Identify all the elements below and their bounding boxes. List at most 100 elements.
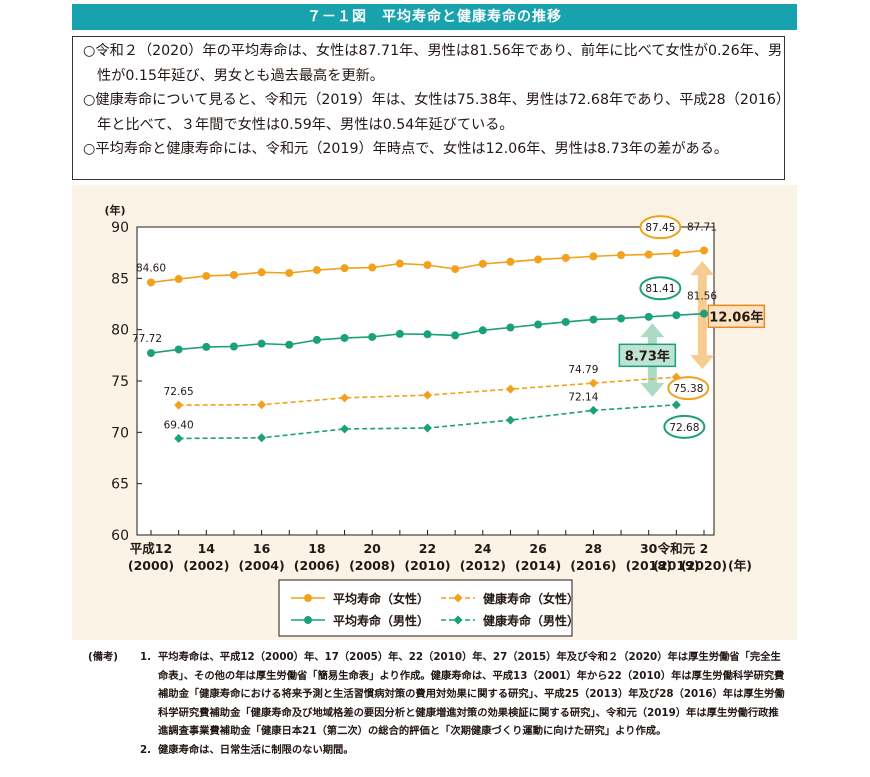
data-point (257, 339, 266, 348)
x-tick-year-label: (2000) (128, 558, 174, 573)
x-tick-label: 28 (585, 541, 602, 556)
data-point (451, 331, 460, 340)
notes-head: (備考) (88, 651, 119, 663)
note-number: 1. (140, 651, 152, 663)
x-tick-year-label: (2018) (626, 558, 672, 573)
data-point (395, 259, 404, 268)
data-point (671, 400, 681, 410)
note-text: 健康寿命は、日常生活に制限のない期間。 (158, 743, 354, 756)
legend-label: 健康寿命（男性） (483, 613, 579, 628)
data-point (285, 268, 294, 277)
data-label-circle (639, 215, 682, 240)
note-text: 平均寿命は、平成12（2000）年、17（2005）年、22（2010）年、27… (158, 651, 785, 737)
data-point (229, 342, 238, 351)
data-label: 69.40 (164, 419, 194, 431)
data-label: 87.45 (645, 222, 675, 234)
x-tick-year-label: (2014) (515, 558, 561, 573)
gap-label-box (618, 343, 677, 368)
data-point (312, 266, 321, 275)
data-point (478, 259, 487, 268)
x-tick-year-label: (2016) (570, 558, 616, 573)
data-point (644, 250, 653, 259)
x-tick-year-label: (2006) (294, 558, 340, 573)
data-point (257, 268, 266, 277)
data-label-circle (639, 276, 682, 301)
summary-item: ○健康寿命について見ると、令和元（2019）年は、女性は75.38年、男性は72… (83, 92, 784, 133)
x-tick-label: 令和元 (657, 541, 696, 556)
data-point (534, 320, 543, 329)
data-point (505, 415, 515, 425)
data-point (174, 275, 183, 284)
data-point (672, 249, 681, 258)
data-point (561, 317, 570, 326)
legend-label: 平均寿命（女性） (333, 591, 429, 606)
data-point (700, 309, 708, 318)
data-point (588, 405, 598, 415)
legend-marker (304, 616, 312, 624)
y-tick-label: 65 (111, 477, 129, 493)
data-label: 87.71 (687, 222, 717, 234)
x-tick-label: 20 (363, 541, 381, 556)
data-point (561, 253, 570, 262)
y-tick-label: 60 (111, 528, 129, 544)
legend-marker (304, 594, 312, 602)
figure-title: ７－１図 平均寿命と健康寿命の推移 (72, 4, 797, 30)
data-point (644, 312, 653, 321)
x-tick-label: 2 (700, 541, 709, 556)
data-point (368, 263, 377, 272)
x-tick-label: 14 (198, 541, 216, 556)
data-point (423, 260, 432, 269)
data-label-circle (667, 376, 710, 401)
legend-marker (453, 615, 463, 625)
x-tick-label: 22 (419, 541, 436, 556)
x-tick-label: 24 (474, 541, 492, 556)
x-tick-year-label: (2010) (404, 558, 450, 573)
data-label: 84.60 (136, 262, 166, 274)
notes: (備考) 1. 平均寿命は、平成12（2000）年、17（2005）年、22（2… (88, 648, 788, 759)
x-tick-label: 26 (529, 541, 547, 556)
data-label: 72.65 (164, 386, 194, 398)
data-point (202, 342, 211, 351)
data-point (478, 326, 487, 335)
gap-label-box (707, 304, 766, 329)
data-label: 81.56 (687, 291, 717, 303)
data-point (617, 251, 626, 260)
x-tick-label: 平成12 (130, 541, 172, 556)
data-label: 81.41 (645, 283, 675, 295)
y-tick-label: 70 (111, 425, 129, 441)
data-point (395, 329, 404, 338)
data-point (229, 270, 238, 279)
data-point (505, 384, 515, 394)
x-tick-label: 30 (640, 541, 658, 556)
x-axis-unit: (年) (728, 558, 752, 573)
summary-item: ○令和２（2020）年の平均寿命は、女性は87.71年、男性は81.56年であり… (83, 43, 783, 84)
data-point (340, 424, 350, 434)
data-point (202, 271, 211, 280)
data-point (700, 246, 708, 255)
gap-label: 8.73年 (625, 348, 670, 364)
chart-area: 60 65 70 75 80 85 90 (年) 平成12 (2000) 14 (2002) 16 (20… (72, 185, 797, 640)
legend-marker (453, 593, 463, 603)
legend-label: 健康寿命（女性） (483, 591, 579, 606)
gap-label: 12.06年 (709, 309, 763, 325)
data-point (423, 423, 432, 433)
data-label: 72.14 (568, 391, 598, 403)
data-label: 75.38 (673, 383, 703, 395)
data-point (340, 333, 349, 342)
y-tick-label: 80 (111, 323, 129, 339)
data-label: 77.72 (132, 333, 162, 345)
y-tick-label: 75 (111, 374, 129, 390)
data-point (340, 264, 349, 273)
data-point (534, 255, 543, 264)
data-label: 72.68 (669, 422, 699, 434)
y-tick-label: 90 (111, 220, 129, 236)
legend-label: 平均寿命（男性） (333, 613, 429, 628)
data-point (672, 311, 681, 320)
data-point (423, 390, 432, 400)
summary-box: ○令和２（2020）年の平均寿命は、女性は87.71年、男性は81.56年であり… (72, 36, 785, 180)
data-point (340, 393, 350, 403)
life-expectancy-chart: 60 65 70 75 80 85 90 (年) 平成12 (2000) 14 (2002) 16 (20… (104, 203, 766, 637)
x-tick-year-label: (2012) (460, 558, 506, 573)
data-point (285, 340, 294, 349)
data-point (174, 400, 184, 410)
